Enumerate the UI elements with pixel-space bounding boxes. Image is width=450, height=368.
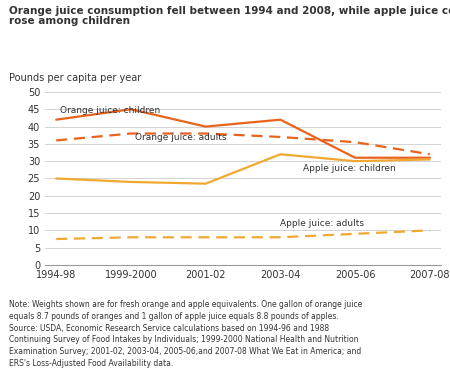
Text: Note: Weights shown are for fresh orange and apple equivalents. One gallon of or: Note: Weights shown are for fresh orange…: [9, 300, 362, 368]
Text: Apple juice: children: Apple juice: children: [303, 163, 396, 173]
Text: Orange juice: children: Orange juice: children: [60, 106, 160, 116]
Text: Apple juice: adults: Apple juice: adults: [280, 219, 365, 228]
Text: rose among children: rose among children: [9, 16, 130, 26]
Text: Orange juice consumption fell between 1994 and 2008, while apple juice consumpti: Orange juice consumption fell between 19…: [9, 6, 450, 15]
Text: Orange juice: adults: Orange juice: adults: [135, 133, 226, 142]
Text: Pounds per capita per year: Pounds per capita per year: [9, 73, 141, 83]
